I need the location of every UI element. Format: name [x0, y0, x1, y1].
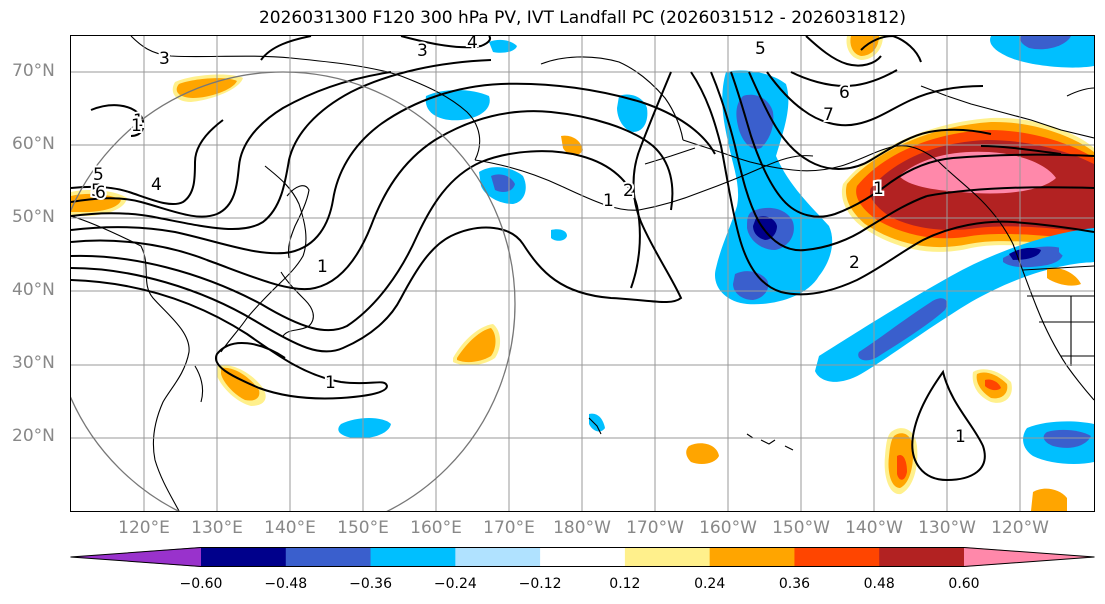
graticule	[71, 36, 1094, 511]
contour-label: 4	[467, 36, 478, 53]
contour-label: 3	[159, 49, 170, 69]
contour-label: 2	[623, 181, 634, 201]
contour-label: 1	[325, 373, 336, 393]
lat-label: 20°N	[12, 426, 55, 446]
lon-label: 170°E	[483, 518, 535, 538]
contour-label: 5	[93, 165, 104, 185]
contour-label: 1	[873, 179, 884, 199]
lon-label: 160°E	[410, 518, 462, 538]
colorbar-extend-high	[964, 547, 1095, 567]
contour-label: 4	[151, 175, 162, 195]
coastlines	[71, 36, 1094, 511]
colorbar-segment	[201, 547, 287, 567]
lat-label: 40°N	[12, 280, 55, 300]
colorbar-tick-label: 0.36	[778, 576, 811, 592]
colorbar-segment	[540, 547, 626, 567]
colorbar-tick-label: 0.48	[863, 576, 895, 592]
contour-label: 7	[823, 105, 834, 125]
lon-label: 160°W	[699, 518, 757, 538]
pv-contours	[71, 36, 1094, 482]
contour-label: 1	[955, 427, 966, 447]
contour-label: 6	[839, 83, 850, 103]
lon-label: 170°W	[626, 518, 684, 538]
colorbar-tick-label: −0.48	[264, 576, 308, 592]
map-panel: 3 3 4 5 2 1 5 6 4 1 1 2 6 7 5 1 1 1 1	[71, 36, 1094, 511]
lat-label: 50°N	[12, 207, 55, 227]
contour-label: 6	[95, 183, 106, 203]
lon-label: 120°W	[991, 518, 1049, 538]
contour-label: 2	[849, 253, 860, 273]
contour-label: 1	[317, 257, 328, 277]
contour-label-group: 3 3 4 5 2 1 5 6 4 1 1 2 6 7 5 1 1 1 1	[89, 36, 968, 449]
colorbar-extend-low	[70, 547, 201, 567]
lon-label: 150°W	[772, 518, 830, 538]
distance-ring	[71, 71, 516, 511]
contour-label: 1	[131, 116, 142, 136]
lon-label: 150°E	[337, 518, 389, 538]
colorbar-segment	[879, 547, 965, 567]
colorbar	[70, 547, 1095, 567]
colorbar-tick-label: −0.36	[349, 576, 392, 592]
lon-label: 180°W	[553, 518, 611, 538]
colorbar-segment	[455, 547, 541, 567]
map-title: 2026031300 F120 300 hPa PV, IVT Landfall…	[258, 8, 906, 28]
colorbar-tick-label: −0.12	[518, 576, 562, 592]
contour-label: 1	[133, 111, 144, 131]
colorbar-tick-label: 0.24	[694, 576, 726, 592]
colorbar-outline	[70, 547, 1095, 567]
lon-label: 130°W	[918, 518, 976, 538]
colorbar-tick-label: −0.24	[433, 576, 477, 592]
contour-label: 1	[603, 191, 614, 211]
lat-label: 70°N	[12, 61, 55, 81]
colorbar-segments	[70, 547, 1095, 567]
colorbar-tick-label: 0.12	[609, 576, 641, 592]
colorbar-tick-label: −0.60	[179, 576, 223, 592]
lon-label: 120°E	[118, 518, 170, 538]
lon-label: 140°E	[264, 518, 316, 538]
colorbar-segment	[285, 547, 372, 567]
colorbar-segment	[624, 547, 711, 567]
contour-label: 3	[417, 41, 428, 61]
contour-label: 5	[755, 39, 766, 59]
colorbar-segment	[709, 547, 795, 567]
colorbar-segment	[370, 547, 456, 567]
contour-label: 5	[91, 181, 102, 201]
lat-label: 60°N	[12, 134, 55, 154]
lon-label: 140°W	[845, 518, 903, 538]
colorbar-segment	[794, 547, 880, 567]
colorbar-tick-label: 0.60	[948, 576, 980, 592]
map-canvas: 3 3 4 5 2 1 5 6 4 1 1 2 6 7 5 1 1 1 1	[71, 36, 1094, 511]
lat-label: 30°N	[12, 353, 55, 373]
lon-label: 130°E	[191, 518, 243, 538]
